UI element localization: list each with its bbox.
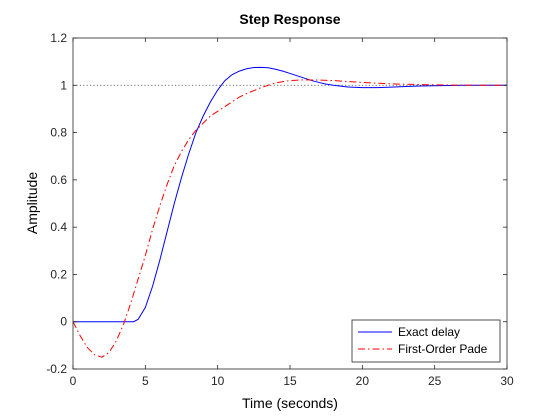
series-line-1 bbox=[72, 79, 507, 358]
y-tick-label: -0.2 bbox=[46, 362, 67, 376]
x-tick-label: 30 bbox=[500, 374, 514, 388]
chart-title: Step Response bbox=[239, 11, 340, 27]
y-axis-title: Amplitude bbox=[24, 172, 40, 234]
plot-area: 0 5 10 15 20 25 30-0.200.20.40.60.811.2 bbox=[46, 31, 514, 388]
legend-box bbox=[351, 319, 501, 363]
y-tick-label: 1.2 bbox=[50, 31, 67, 45]
legend-label-0: Exact delay bbox=[398, 325, 460, 339]
y-tick-label: 0.2 bbox=[50, 267, 67, 281]
y-tick-label: 0.6 bbox=[50, 173, 67, 187]
y-tick-label: 0 bbox=[60, 315, 67, 329]
x-tick-label: 25 bbox=[428, 374, 442, 388]
x-tick-label: 10 bbox=[211, 374, 225, 388]
x-axis-title: Time (seconds) bbox=[242, 395, 338, 411]
x-tick-label: 20 bbox=[356, 374, 370, 388]
x-tick-label: 15 bbox=[283, 374, 297, 388]
y-tick-label: 1 bbox=[60, 78, 67, 92]
x-tick-label: 5 bbox=[142, 374, 149, 388]
legend-label-1: First-Order Pade bbox=[398, 342, 488, 356]
y-tick-label: 0.8 bbox=[50, 126, 67, 140]
y-tick-label: 0.4 bbox=[50, 220, 67, 234]
series-line-0 bbox=[73, 66, 507, 323]
x-tick-label: 0 bbox=[70, 374, 77, 388]
legend: Exact delay First-Order Pade bbox=[351, 319, 501, 363]
